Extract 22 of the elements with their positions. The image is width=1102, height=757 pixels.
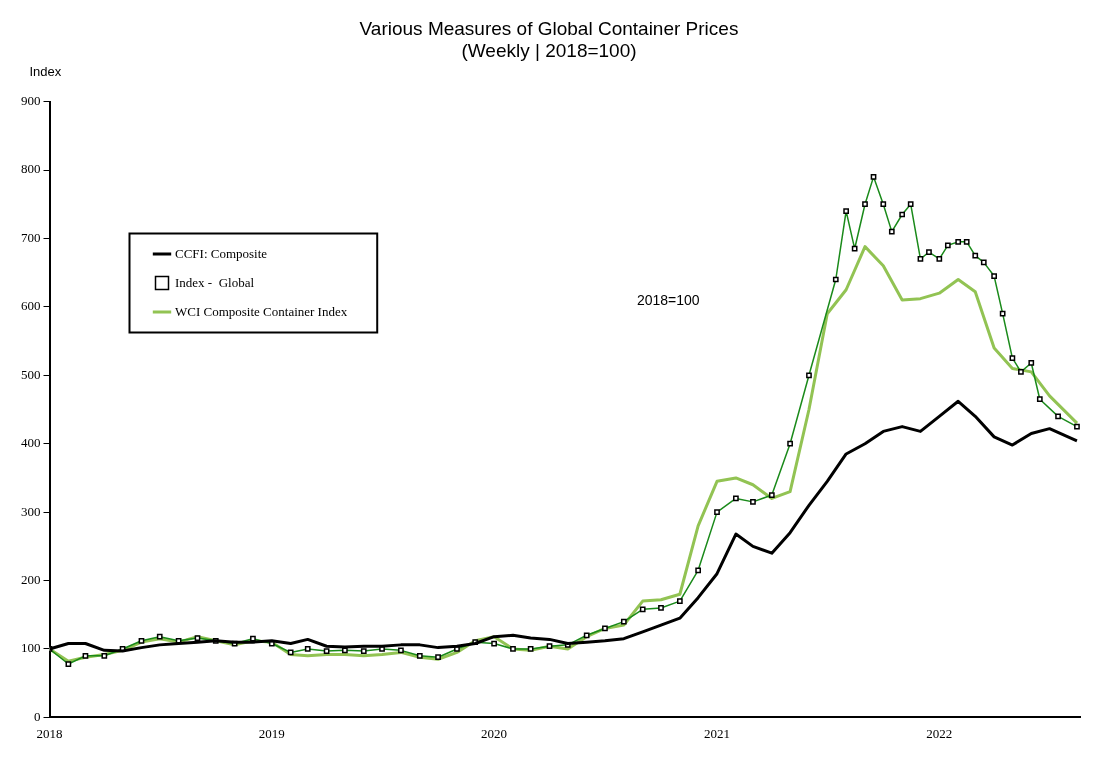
y-tick-label: 200 xyxy=(21,571,41,587)
y-tick-label: 100 xyxy=(21,640,41,656)
annotation: 2018=100 xyxy=(636,291,700,308)
chart-title: Various Measures of Global Container Prices xyxy=(359,17,739,39)
x-tick-label: 2022 xyxy=(926,725,953,741)
y-tick-label: 900 xyxy=(21,93,41,109)
y-axis-title: Index xyxy=(29,63,62,79)
y-tick-label: 400 xyxy=(21,435,41,451)
x-tick-label: 2020 xyxy=(481,725,508,741)
x-tick-label: 2019 xyxy=(258,725,285,741)
legend-label: CCFI: Composite xyxy=(175,245,268,261)
legend-label: WCI Composite Container Index xyxy=(175,303,348,319)
x-tick-label: 2018 xyxy=(36,725,63,741)
chart-subtitle: (Weekly | 2018=100) xyxy=(461,40,637,62)
legend-label: Index - Global xyxy=(175,274,255,290)
y-tick-label: 0 xyxy=(34,708,41,724)
y-tick-label: 700 xyxy=(21,229,41,245)
y-tick-label: 600 xyxy=(21,298,41,314)
y-tick-label: 800 xyxy=(21,161,41,177)
x-tick-label: 2021 xyxy=(704,725,731,741)
y-tick-label: 500 xyxy=(21,366,41,382)
y-tick-label: 300 xyxy=(21,503,41,519)
